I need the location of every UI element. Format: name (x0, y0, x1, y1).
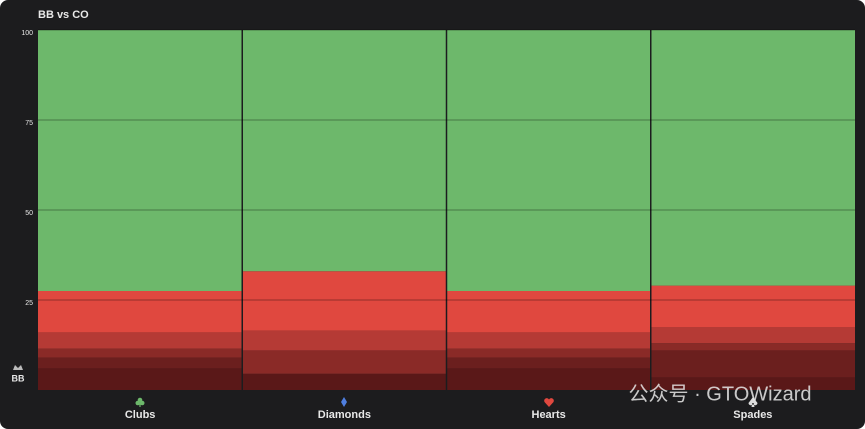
watermark: 公众号 · GTOWizard (629, 382, 812, 405)
bar-segment (650, 350, 855, 378)
bar-segment (242, 350, 447, 374)
diamond-icon (341, 397, 347, 407)
y-tick-label: 25 (25, 300, 33, 307)
bar-segment (38, 291, 243, 333)
x-tick-label: Hearts (532, 409, 566, 421)
bar-segment (650, 377, 855, 390)
bar-segment (38, 348, 243, 358)
bar-segment (650, 343, 855, 351)
bar-segment (446, 357, 651, 369)
crown-icon (13, 365, 23, 370)
bar-segment (650, 285, 855, 327)
spade-icon (748, 397, 758, 407)
bar-segment (446, 30, 651, 291)
bar-segment (38, 332, 243, 349)
bar-segment (446, 291, 651, 333)
bar-segment (446, 348, 651, 358)
bar-segment (650, 30, 855, 286)
bar-segment (242, 373, 447, 390)
chart-title: BB vs CO (38, 9, 89, 21)
club-icon (135, 397, 145, 407)
bar-segment (38, 357, 243, 369)
bar-segment (650, 327, 855, 344)
player-label: BB (12, 373, 25, 383)
plot: Clubs Diamonds Hearts Spades 25 50 75 100 (21, 29, 855, 421)
x-tick-label: Spades (733, 409, 772, 421)
suit-icons (135, 397, 758, 407)
y-tick-label: 50 (25, 210, 33, 217)
heart-icon (544, 398, 554, 407)
y-tick-label: 75 (25, 120, 33, 127)
y-tick-label: 100 (21, 30, 33, 37)
bar-segment (446, 368, 651, 390)
bar-segment (446, 332, 651, 349)
bar-segment (38, 368, 243, 390)
bar-segment (242, 30, 447, 272)
x-tick-label: Clubs (125, 409, 156, 421)
x-tick-label: Diamonds (318, 409, 371, 421)
bar-segment (242, 330, 447, 351)
bar-segment (38, 30, 243, 291)
bar-segment (242, 271, 447, 331)
